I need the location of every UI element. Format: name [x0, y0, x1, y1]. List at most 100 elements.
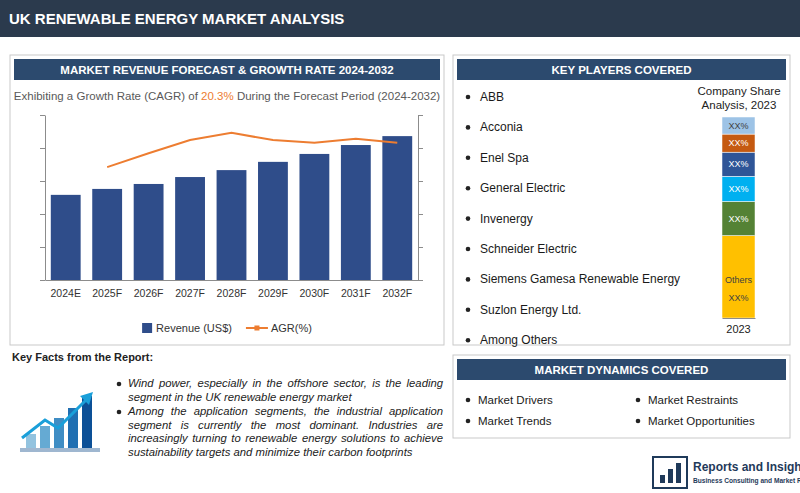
tick: 2023	[726, 323, 750, 335]
share-labels: OthersXX%XX%XX%XX%XX%XX%	[725, 121, 753, 303]
tick-label: 2031F	[341, 287, 371, 299]
bullet	[117, 410, 122, 415]
icon-bar	[26, 434, 36, 448]
legend-item: AGR(%)	[246, 322, 312, 334]
player-name: Among Others	[480, 333, 557, 347]
y-axis	[40, 116, 46, 281]
bar	[258, 162, 288, 280]
player-name: Suzlon Energy Ltd.	[480, 303, 581, 317]
bar	[134, 184, 164, 280]
player-name: Siemens Gamesa Renewable Energy	[480, 272, 680, 286]
tick: 2032F	[382, 287, 412, 299]
tick-mark	[40, 214, 45, 215]
bullet	[466, 419, 471, 424]
dynamics-header-text: MARKET DYNAMICS COVERED	[535, 364, 709, 376]
fact-text: Among the application segments, the indu…	[128, 405, 443, 459]
subtitle-part: Exhibiting a Growth Rate (CAGR) of	[14, 90, 201, 102]
bullet	[466, 186, 471, 191]
bullet	[466, 156, 471, 161]
bar	[92, 189, 122, 280]
tick	[418, 115, 423, 116]
header-title: UK RENEWABLE ENERGY MARKET ANALYSIS	[9, 10, 344, 27]
tick: 2030F	[299, 287, 329, 299]
bar	[341, 145, 371, 280]
tick-mark	[40, 181, 45, 182]
bullet	[636, 398, 641, 403]
bullet	[117, 382, 122, 387]
tick-label: 2027F	[175, 287, 205, 299]
tick: 2026F	[134, 287, 164, 299]
logo: Reports and InsightsBusiness Consulting …	[653, 457, 800, 488]
dynamics-item: Market Restraints	[648, 394, 738, 406]
tick-label: 2028F	[217, 287, 247, 299]
players-header-text: KEY PLAYERS COVERED	[552, 64, 692, 76]
segment-name: Others	[725, 275, 753, 285]
dynamics-item: Market Drivers	[478, 394, 553, 406]
share-bars	[722, 117, 755, 318]
dynamics-item: Market Trends	[478, 415, 552, 427]
tick-mark	[418, 115, 423, 116]
tick	[40, 181, 45, 182]
tick: 2024E	[51, 287, 81, 299]
tick-mark	[418, 280, 423, 281]
data-label: XX%	[728, 293, 748, 303]
bar	[217, 170, 247, 280]
bar-segment	[722, 134, 755, 152]
bullet	[466, 398, 471, 403]
players-header	[457, 59, 786, 80]
axis-line	[418, 116, 419, 281]
page: UK RENEWABLE ENERGY MARKET ANALYSIS MARKE…	[0, 0, 800, 493]
x-axis: 2023	[723, 319, 756, 335]
axis-line	[723, 318, 756, 319]
logo-box	[653, 457, 687, 488]
data-label: XX%	[728, 159, 748, 169]
bar	[175, 177, 205, 280]
icon-base	[20, 448, 100, 452]
data-label: XX%	[728, 138, 748, 148]
tick	[40, 148, 45, 149]
header-bar	[0, 0, 800, 37]
icon-arrowhead	[80, 392, 93, 405]
tick-mark	[40, 115, 45, 116]
fact-text: Wind power, especially in the offshore s…	[128, 377, 443, 404]
bullet	[466, 95, 471, 100]
dynamics-item: Market Opportunities	[648, 415, 755, 427]
dynamics-panel	[453, 355, 790, 438]
bullet	[466, 125, 471, 130]
bar	[51, 195, 81, 280]
tick: 2025F	[92, 287, 122, 299]
bar-segment	[722, 176, 755, 201]
bullet	[466, 277, 471, 282]
bar-segment	[722, 152, 755, 176]
logo-name: Reports and Insights	[693, 460, 800, 474]
player-name: Schneider Electric	[480, 242, 577, 256]
logo-bar	[660, 475, 665, 483]
bar-segment	[722, 201, 755, 235]
tick-mark	[418, 214, 423, 215]
tick: 2031F	[341, 287, 371, 299]
legend-swatch	[142, 323, 152, 333]
tick-mark	[40, 148, 45, 149]
bar	[299, 154, 329, 280]
legend: Revenue (US$) AGR(%)	[142, 322, 312, 334]
tick	[40, 214, 45, 215]
facts-icon	[20, 392, 100, 452]
player-name: ABB	[480, 90, 504, 104]
tick	[40, 247, 45, 248]
tick-mark	[418, 181, 423, 182]
tick	[40, 280, 45, 281]
tick-label: 2024E	[51, 287, 81, 299]
data-label: XX%	[728, 184, 748, 194]
tick: 2029F	[258, 287, 288, 299]
tick	[40, 115, 45, 116]
bullet	[636, 419, 641, 424]
legend-label: AGR(%)	[271, 322, 312, 334]
subtitle-part: During the Forecast Period (2024-2032)	[234, 90, 441, 102]
plot-area	[51, 133, 412, 280]
legend-label: Revenue (US$)	[156, 322, 232, 334]
bullet	[466, 247, 471, 252]
player-name: Invenergy	[480, 212, 533, 226]
data-label: XX%	[728, 214, 748, 224]
tick: 2028F	[217, 287, 247, 299]
tick	[418, 148, 423, 149]
